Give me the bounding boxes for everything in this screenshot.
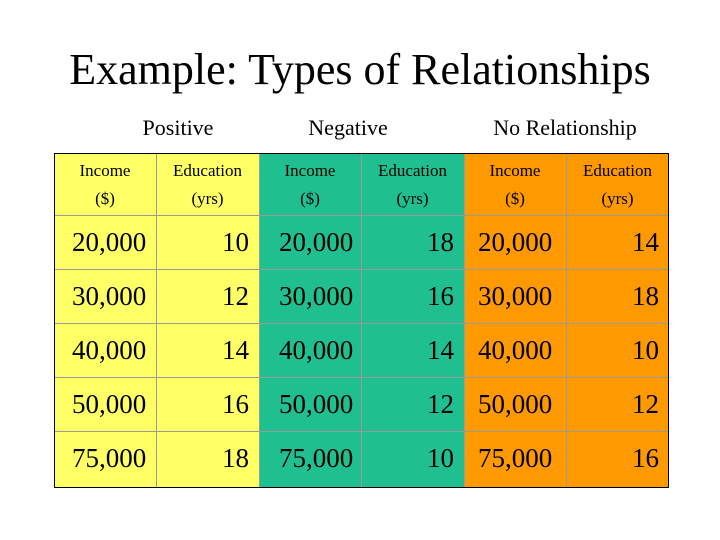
table-border — [54, 153, 669, 488]
positive-education-cell: 14 — [222, 335, 249, 365]
positive-income-cell: 75,000 — [72, 443, 147, 473]
header-line: Education — [378, 161, 447, 180]
column-divider — [464, 153, 465, 488]
header-line: Income — [284, 161, 336, 180]
no-relationship-education-cell: 18 — [632, 281, 659, 311]
positive-education-cell: 16 — [222, 389, 249, 419]
positive-income-cell: 20,000 — [72, 227, 147, 257]
group-label-no-relationship: No Relationship — [493, 115, 637, 140]
negative-education-cell: 18 — [427, 227, 454, 257]
header-unit: (yrs) — [396, 189, 429, 208]
negative-education-cell: 14 — [427, 335, 454, 365]
group-label-negative: Negative — [308, 115, 388, 140]
no-relationship-education-cell: 12 — [632, 389, 659, 419]
negative-income-cell: 40,000 — [279, 335, 354, 365]
no-relationship-income-cell: 75,000 — [478, 443, 553, 473]
header-unit: ($) — [300, 189, 320, 208]
negative-education-cell: 12 — [427, 389, 454, 419]
header-line: Income — [489, 161, 541, 180]
negative-income-cell: 75,000 — [279, 443, 354, 473]
positive-income-cell: 40,000 — [72, 335, 147, 365]
no-relationship-education-header: Education (yrs) — [566, 153, 669, 215]
positive-education-header: Education (yrs) — [156, 153, 259, 215]
positive-education-cell: 10 — [222, 227, 249, 257]
negative-income-cell: 30,000 — [279, 281, 354, 311]
column-divider — [566, 153, 567, 488]
header-line: Education — [583, 161, 652, 180]
no-relationship-education-cell: 14 — [632, 227, 659, 257]
negative-education-cell: 10 — [427, 443, 454, 473]
negative-income-cell: 50,000 — [279, 389, 354, 419]
positive-education-cell: 12 — [222, 281, 249, 311]
header-unit: ($) — [95, 189, 115, 208]
header-line: Income — [79, 161, 131, 180]
column-divider — [259, 153, 260, 488]
negative-income-header: Income ($) — [259, 153, 361, 215]
positive-income-header: Income ($) — [54, 153, 156, 215]
no-relationship-income-cell: 30,000 — [478, 281, 553, 311]
column-divider — [361, 153, 362, 488]
no-relationship-education-cell: 10 — [632, 335, 659, 365]
negative-income-cell: 20,000 — [279, 227, 354, 257]
group-label-positive: Positive — [142, 115, 214, 140]
header-unit: (yrs) — [191, 189, 224, 208]
no-relationship-income-cell: 40,000 — [478, 335, 553, 365]
slide-title: Example: Types of Relationships — [69, 45, 651, 94]
column-divider — [156, 153, 157, 488]
negative-education-header: Education (yrs) — [361, 153, 464, 215]
positive-education-cell: 18 — [222, 443, 249, 473]
relationships-table: Income ($) Education (yrs) Income ($) Ed… — [54, 153, 669, 488]
header-unit: ($) — [505, 189, 525, 208]
positive-income-cell: 50,000 — [72, 389, 147, 419]
no-relationship-education-cell: 16 — [632, 443, 659, 473]
negative-education-cell: 16 — [427, 281, 454, 311]
positive-income-cell: 30,000 — [72, 281, 147, 311]
header-unit: (yrs) — [601, 189, 634, 208]
no-relationship-income-header: Income ($) — [464, 153, 566, 215]
no-relationship-income-cell: 50,000 — [478, 389, 553, 419]
header-line: Education — [173, 161, 242, 180]
no-relationship-income-cell: 20,000 — [478, 227, 553, 257]
